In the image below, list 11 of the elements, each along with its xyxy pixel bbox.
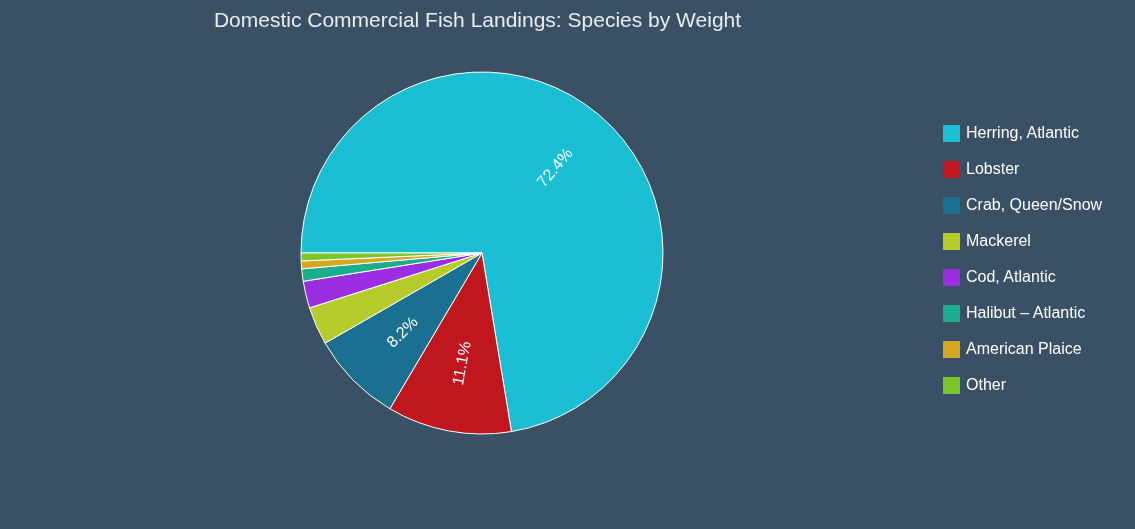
data-label: 11.1% [448,340,474,387]
legend-label: American Plaice [966,340,1082,358]
legend-label: Crab, Queen/Snow [966,196,1103,214]
legend-label: Herring, Atlantic [966,124,1079,142]
legend-label: Mackerel [966,232,1031,250]
pie-slice [300,71,664,433]
legend-label: Halibut – Atlantic [966,304,1086,322]
legend-label: Other [966,376,1007,394]
chart-title: Domestic Commercial Fish Landings: Species by Weight [212,8,743,32]
legend-label: Cod, Atlantic [966,268,1056,286]
legend-label: Lobster [966,160,1020,178]
